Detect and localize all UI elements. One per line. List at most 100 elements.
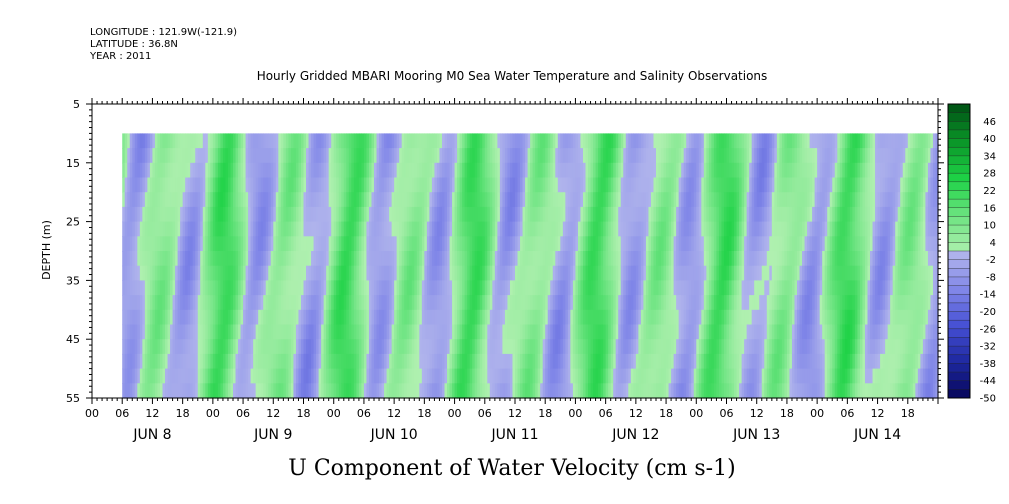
- heatmap-cell: [756, 339, 760, 355]
- heatmap-cell: [588, 353, 592, 370]
- heatmap-cell: [124, 133, 128, 149]
- heatmap-cell: [190, 206, 194, 223]
- heatmap-cell: [177, 280, 181, 296]
- heatmap-cell: [167, 368, 171, 384]
- heatmap-cell: [293, 383, 297, 399]
- heatmap-cell: [295, 251, 300, 267]
- heatmap-cell: [764, 221, 768, 237]
- heatmap-cell: [162, 251, 166, 267]
- heatmap-cell: [192, 251, 196, 267]
- heatmap-cell: [774, 162, 778, 179]
- heatmap-cell: [623, 236, 627, 252]
- heatmap-cell: [384, 177, 388, 193]
- heatmap-cell: [424, 251, 428, 267]
- heatmap-cell: [739, 295, 743, 311]
- heatmap-cell: [308, 309, 312, 326]
- heatmap-cell: [706, 353, 710, 370]
- heatmap-cell: [786, 339, 791, 355]
- heatmap-cell: [751, 251, 755, 267]
- heatmap-cell: [789, 206, 793, 223]
- heatmap-cell: [585, 353, 589, 370]
- heatmap-cell: [180, 265, 184, 281]
- heatmap-cell: [452, 162, 456, 179]
- heatmap-cell: [759, 192, 763, 208]
- heatmap-cell: [761, 177, 765, 193]
- heatmap-cell: [215, 162, 219, 179]
- heatmap-cell: [489, 192, 493, 208]
- heatmap-cell: [570, 162, 574, 179]
- heatmap-cell: [552, 280, 556, 296]
- heatmap-cell: [454, 280, 458, 296]
- heatmap-cell: [255, 353, 259, 370]
- heatmap-cell: [499, 221, 504, 237]
- heatmap-cell: [447, 309, 451, 326]
- heatmap-cell: [154, 251, 159, 267]
- heatmap-cell: [376, 353, 380, 370]
- heatmap-cell: [630, 309, 634, 326]
- heatmap-cell: [333, 280, 337, 296]
- heatmap-cell: [202, 265, 206, 281]
- heatmap-cell: [343, 177, 347, 193]
- heatmap-cell: [353, 251, 357, 267]
- heatmap-cell: [288, 295, 292, 311]
- heatmap-cell: [300, 148, 305, 164]
- heatmap-cell: [331, 353, 335, 370]
- heatmap-cell: [142, 309, 146, 326]
- heatmap-cell: [323, 309, 327, 326]
- heatmap-cell: [754, 339, 758, 355]
- heatmap-cell: [260, 353, 264, 370]
- heatmap-cell: [139, 251, 143, 267]
- heatmap-cell: [761, 280, 765, 296]
- heatmap-cell: [434, 162, 438, 179]
- heatmap-cell: [238, 265, 242, 281]
- heatmap-cell: [280, 309, 284, 326]
- heatmap-cell: [338, 162, 342, 179]
- heatmap-cell: [243, 339, 247, 355]
- heatmap-cell: [618, 162, 622, 179]
- heatmap-cell: [149, 339, 154, 355]
- heatmap-cell: [210, 221, 214, 237]
- heatmap-cell: [248, 339, 252, 355]
- heatmap-cell: [542, 280, 546, 296]
- heatmap-cell: [570, 251, 574, 267]
- heatmap-cell: [205, 383, 209, 399]
- heatmap-cell: [570, 221, 574, 237]
- heatmap-cell: [144, 353, 148, 370]
- heatmap-cell: [509, 353, 514, 370]
- heatmap-cell: [814, 133, 818, 149]
- heatmap-cell: [502, 280, 506, 296]
- heatmap-cell: [482, 221, 486, 237]
- heatmap-cell: [285, 192, 289, 208]
- heatmap-cell: [217, 324, 222, 340]
- heatmap-cell: [469, 339, 473, 355]
- heatmap-cell: [497, 206, 501, 223]
- heatmap-cell: [235, 236, 239, 252]
- heatmap-cell: [457, 280, 461, 296]
- heatmap-cell: [190, 251, 194, 267]
- heatmap-cell: [238, 133, 242, 149]
- heatmap-cell: [273, 324, 277, 340]
- heatmap-cell: [507, 324, 511, 340]
- heatmap-cell: [434, 280, 438, 296]
- heatmap-cell: [517, 177, 521, 193]
- heatmap-cell: [817, 221, 821, 237]
- heatmap-cell: [436, 353, 441, 370]
- heatmap-cell: [547, 162, 551, 179]
- heatmap-cell: [663, 162, 667, 179]
- heatmap-cell: [212, 368, 216, 384]
- heatmap-cell: [343, 206, 347, 223]
- heatmap-cell: [404, 368, 408, 384]
- heatmap-cell: [159, 295, 164, 311]
- heatmap-cell: [142, 339, 146, 355]
- heatmap-cell: [774, 353, 778, 370]
- heatmap-cell: [124, 368, 128, 384]
- heatmap-cell: [429, 353, 433, 370]
- heatmap-cell: [741, 295, 745, 311]
- heatmap-cell: [459, 133, 463, 149]
- heatmap-cell: [708, 265, 712, 281]
- heatmap-cell: [248, 324, 252, 340]
- heatmap-cell: [401, 148, 405, 164]
- heatmap-cell: [384, 280, 388, 296]
- heatmap-cell: [313, 324, 317, 340]
- heatmap-cell: [429, 221, 433, 237]
